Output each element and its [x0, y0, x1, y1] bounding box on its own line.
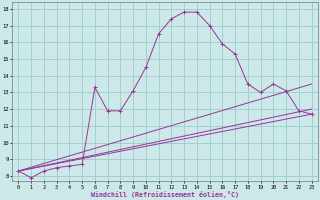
- X-axis label: Windchill (Refroidissement éolien,°C): Windchill (Refroidissement éolien,°C): [91, 191, 239, 198]
